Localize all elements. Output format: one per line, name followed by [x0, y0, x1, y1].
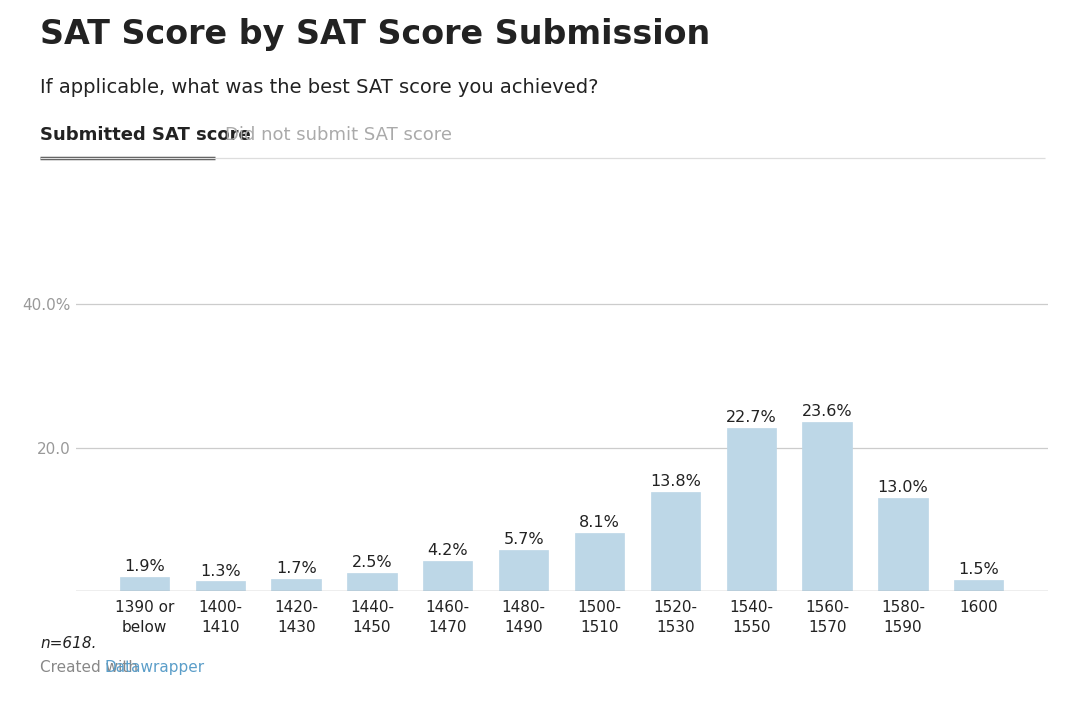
Text: 2.5%: 2.5%	[352, 555, 392, 570]
Text: 8.1%: 8.1%	[579, 515, 620, 530]
Bar	[120, 577, 170, 591]
Text: 4.2%: 4.2%	[428, 543, 468, 558]
Text: 1.5%: 1.5%	[958, 562, 999, 577]
Text: 1.7%: 1.7%	[275, 561, 316, 576]
Text: Submitted SAT score: Submitted SAT score	[40, 126, 251, 144]
Bar	[575, 533, 624, 591]
Text: Datawrapper: Datawrapper	[105, 660, 205, 675]
Text: 13.8%: 13.8%	[650, 474, 701, 489]
Bar	[348, 573, 396, 591]
Bar	[802, 422, 852, 591]
Bar	[423, 561, 472, 591]
Text: SAT Score by SAT Score Submission: SAT Score by SAT Score Submission	[40, 18, 711, 51]
Text: Did not submit SAT score: Did not submit SAT score	[225, 126, 453, 144]
Bar	[499, 550, 549, 591]
Text: n=618.: n=618.	[40, 636, 96, 651]
Bar	[195, 581, 245, 591]
Text: Created with: Created with	[40, 660, 143, 675]
Text: 23.6%: 23.6%	[801, 404, 852, 419]
Text: 1.3%: 1.3%	[200, 563, 241, 579]
Bar	[651, 492, 700, 591]
Bar	[954, 580, 1003, 591]
Text: 1.9%: 1.9%	[124, 559, 165, 574]
Bar	[271, 579, 321, 591]
Text: If applicable, what was the best SAT score you achieved?: If applicable, what was the best SAT sco…	[40, 78, 598, 97]
Bar	[727, 428, 775, 591]
Text: 22.7%: 22.7%	[726, 410, 777, 425]
Text: 5.7%: 5.7%	[503, 532, 544, 547]
Text: 13.0%: 13.0%	[878, 480, 929, 495]
Bar	[878, 498, 928, 591]
